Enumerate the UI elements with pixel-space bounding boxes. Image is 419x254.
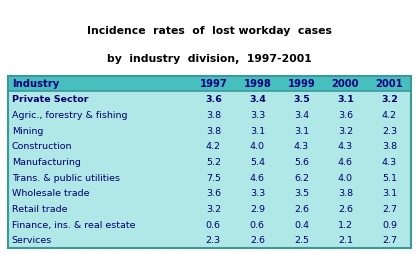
Text: Construction: Construction bbox=[12, 142, 72, 151]
Text: 2.6: 2.6 bbox=[294, 204, 309, 213]
Text: Trans. & public utilities: Trans. & public utilities bbox=[12, 173, 120, 182]
Text: 3.5: 3.5 bbox=[294, 189, 309, 198]
Text: 3.2: 3.2 bbox=[206, 204, 221, 213]
Text: 1998: 1998 bbox=[243, 79, 271, 89]
Text: 0.6: 0.6 bbox=[206, 220, 221, 229]
Text: 3.6: 3.6 bbox=[205, 95, 222, 104]
Text: 4.3: 4.3 bbox=[294, 142, 309, 151]
Text: 3.6: 3.6 bbox=[206, 189, 221, 198]
Text: 4.3: 4.3 bbox=[338, 142, 353, 151]
Text: 2.6: 2.6 bbox=[338, 204, 353, 213]
Text: 4.0: 4.0 bbox=[338, 173, 353, 182]
Text: 2.1: 2.1 bbox=[338, 235, 353, 244]
Text: Industry: Industry bbox=[12, 79, 59, 89]
Text: 3.4: 3.4 bbox=[249, 95, 266, 104]
Text: 7.5: 7.5 bbox=[206, 173, 221, 182]
Text: Manufacturing: Manufacturing bbox=[12, 157, 80, 166]
Text: Services: Services bbox=[12, 235, 52, 244]
Text: 3.1: 3.1 bbox=[337, 95, 354, 104]
Text: Agric., forestry & fishing: Agric., forestry & fishing bbox=[12, 111, 127, 120]
Text: by  industry  division,  1997-2001: by industry division, 1997-2001 bbox=[107, 53, 312, 64]
Text: 5.6: 5.6 bbox=[294, 157, 309, 166]
Text: 4.2: 4.2 bbox=[206, 142, 221, 151]
Text: 2001: 2001 bbox=[375, 79, 403, 89]
Text: 0.9: 0.9 bbox=[382, 220, 397, 229]
Text: 3.1: 3.1 bbox=[382, 189, 397, 198]
Text: Wholesale trade: Wholesale trade bbox=[12, 189, 89, 198]
Text: 2.9: 2.9 bbox=[250, 204, 265, 213]
Text: Private Sector: Private Sector bbox=[12, 95, 88, 104]
Text: 4.6: 4.6 bbox=[250, 173, 265, 182]
Text: Retail trade: Retail trade bbox=[12, 204, 67, 213]
Text: 5.4: 5.4 bbox=[250, 157, 265, 166]
Text: 2.3: 2.3 bbox=[382, 126, 397, 135]
Text: 6.2: 6.2 bbox=[294, 173, 309, 182]
Text: 3.2: 3.2 bbox=[381, 95, 398, 104]
Text: 2.7: 2.7 bbox=[382, 235, 397, 244]
Text: 3.1: 3.1 bbox=[294, 126, 309, 135]
Text: 3.3: 3.3 bbox=[250, 111, 265, 120]
Text: 3.6: 3.6 bbox=[338, 111, 353, 120]
Text: 4.3: 4.3 bbox=[382, 157, 397, 166]
Text: 2000: 2000 bbox=[332, 79, 359, 89]
Text: 1997: 1997 bbox=[199, 79, 227, 89]
Text: 3.8: 3.8 bbox=[382, 142, 397, 151]
Text: 1.2: 1.2 bbox=[338, 220, 353, 229]
Text: 3.5: 3.5 bbox=[293, 95, 310, 104]
Text: 3.3: 3.3 bbox=[250, 189, 265, 198]
Text: 3.4: 3.4 bbox=[294, 111, 309, 120]
Text: 2.7: 2.7 bbox=[382, 204, 397, 213]
Text: 3.8: 3.8 bbox=[338, 189, 353, 198]
Text: Incidence  rates  of  lost workday  cases: Incidence rates of lost workday cases bbox=[87, 25, 332, 36]
Text: 4.0: 4.0 bbox=[250, 142, 265, 151]
Text: 0.4: 0.4 bbox=[294, 220, 309, 229]
Text: 3.1: 3.1 bbox=[250, 126, 265, 135]
Text: 4.6: 4.6 bbox=[338, 157, 353, 166]
Text: 0.6: 0.6 bbox=[250, 220, 265, 229]
Text: 2.3: 2.3 bbox=[206, 235, 221, 244]
Text: 4.2: 4.2 bbox=[382, 111, 397, 120]
Text: 2.5: 2.5 bbox=[294, 235, 309, 244]
Text: 5.1: 5.1 bbox=[382, 173, 397, 182]
Text: 3.8: 3.8 bbox=[206, 111, 221, 120]
Text: 3.2: 3.2 bbox=[338, 126, 353, 135]
Text: 2.6: 2.6 bbox=[250, 235, 265, 244]
Text: 3.8: 3.8 bbox=[206, 126, 221, 135]
Text: 1999: 1999 bbox=[287, 79, 315, 89]
Text: 5.2: 5.2 bbox=[206, 157, 221, 166]
Text: Finance, ins. & real estate: Finance, ins. & real estate bbox=[12, 220, 135, 229]
Text: Mining: Mining bbox=[12, 126, 43, 135]
